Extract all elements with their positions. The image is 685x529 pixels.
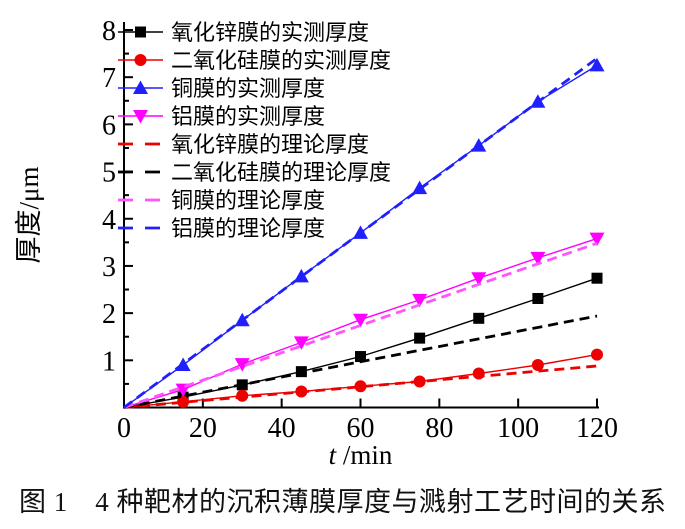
- legend-label: 二氧化硅膜的实测厚度: [171, 48, 391, 73]
- x-tick-label: 80: [425, 413, 453, 444]
- y-tick-label: 1: [102, 346, 116, 377]
- series-sio2-theoretical: [123, 314, 598, 409]
- y-tick-label: 7: [102, 63, 116, 94]
- legend-item-sio2-theoretical: 二氧化硅膜的理论厚度: [118, 160, 391, 185]
- square-marker: [414, 332, 426, 344]
- triangle-down-marker: [530, 251, 546, 266]
- y-tick-label: 8: [102, 16, 116, 47]
- y-tick-label: 5: [102, 158, 116, 189]
- x-tick-label: 100: [497, 413, 539, 444]
- circle-marker: [531, 359, 544, 372]
- circle-marker: [134, 54, 147, 66]
- series-line-sio2-theoretical: [123, 314, 598, 409]
- triangle-down-marker: [353, 313, 368, 328]
- legend-item-cu-theoretical: 铜膜的理论厚度: [118, 188, 325, 213]
- y-axis-title: 厚度/μm: [14, 167, 44, 264]
- triangle-down-marker: [471, 272, 487, 286]
- legend-label: 氧化锌膜的实测厚度: [171, 20, 369, 45]
- legend-label: 二氧化硅膜的理论厚度: [171, 160, 391, 185]
- triangle-up-marker: [133, 80, 148, 94]
- circle-marker: [591, 348, 603, 361]
- circle-marker: [354, 380, 367, 393]
- circle-marker: [177, 395, 190, 408]
- tick-marks: [123, 29, 598, 409]
- legend-item-al-theoretical: 铝膜的理论厚度: [118, 216, 325, 241]
- legend-item-zno-measured: 氧化锌膜的实测厚度: [118, 20, 369, 45]
- triangle-down-marker: [234, 358, 250, 372]
- square-marker: [355, 351, 366, 363]
- x-tick-label: 40: [268, 413, 296, 444]
- triangle-down-marker: [412, 293, 428, 308]
- x-tick-labels: 0 20 40 60 80 100 120: [117, 413, 618, 444]
- legend-item-sio2-measured: 二氧化硅膜的实测厚度: [118, 48, 391, 73]
- legend-label: 铜膜的理论厚度: [171, 188, 325, 213]
- triangle-up-marker: [589, 57, 605, 72]
- series-al-measured: [123, 232, 605, 409]
- legend-label: 铝膜的理论厚度: [171, 216, 325, 241]
- y-tick-labels: 1 2 3 4 5 6 7 8: [102, 16, 116, 377]
- x-tick-label: 60: [347, 413, 375, 444]
- legend-item-cu-measured: 铜膜的实测厚度: [118, 76, 325, 101]
- series-al-theoretical: [123, 57, 598, 409]
- series-line-al-theoretical: [123, 57, 598, 409]
- x-tick-label: 20: [189, 413, 217, 444]
- legend-label: 氧化锌膜的理论厚度: [171, 132, 369, 157]
- circle-marker: [236, 389, 249, 402]
- series-line-cu-theoretical: [123, 241, 598, 409]
- legend-label: 铝膜的实测厚度: [171, 104, 325, 129]
- y-tick-label: 6: [102, 110, 116, 141]
- legend-item-zno-theoretical: 氧化锌膜的理论厚度: [118, 132, 369, 157]
- y-tick-label: 4: [102, 205, 116, 236]
- square-marker: [591, 272, 603, 284]
- triangle-down-marker: [293, 336, 309, 350]
- triangle-down-marker: [133, 110, 148, 124]
- triangle-up-marker: [412, 180, 428, 195]
- figure-caption: 图 1 4 种靶材的沉积薄膜厚度与溅射工艺时间的关系: [19, 487, 667, 517]
- legend-item-al-measured: 铝膜的实测厚度: [118, 104, 325, 129]
- series-cu-theoretical: [123, 241, 598, 409]
- square-marker: [135, 26, 146, 38]
- square-marker: [473, 312, 485, 324]
- y-tick-label: 2: [102, 299, 116, 330]
- y-tick-label: 3: [102, 252, 116, 283]
- x-tick-label: 0: [117, 413, 131, 444]
- x-tick-label: 120: [576, 413, 618, 444]
- triangle-down-marker: [589, 232, 605, 247]
- legend-label: 铜膜的实测厚度: [171, 76, 325, 101]
- legend: 氧化锌膜的实测厚度二氧化硅膜的实测厚度铜膜的实测厚度铝膜的实测厚度氧化锌膜的理论…: [118, 20, 391, 241]
- square-marker: [295, 366, 307, 378]
- x-axis-title: t /min: [329, 440, 393, 470]
- square-marker: [532, 292, 544, 304]
